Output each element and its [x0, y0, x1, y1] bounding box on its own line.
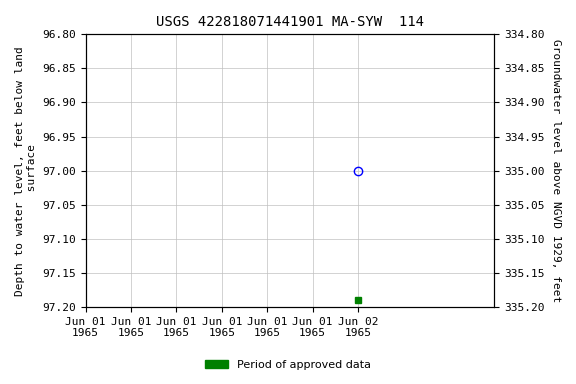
Y-axis label: Depth to water level, feet below land
 surface: Depth to water level, feet below land su… [15, 46, 37, 296]
Y-axis label: Groundwater level above NGVD 1929, feet: Groundwater level above NGVD 1929, feet [551, 39, 561, 302]
Title: USGS 422818071441901 MA-SYW  114: USGS 422818071441901 MA-SYW 114 [156, 15, 424, 29]
Legend: Period of approved data: Period of approved data [201, 356, 375, 375]
